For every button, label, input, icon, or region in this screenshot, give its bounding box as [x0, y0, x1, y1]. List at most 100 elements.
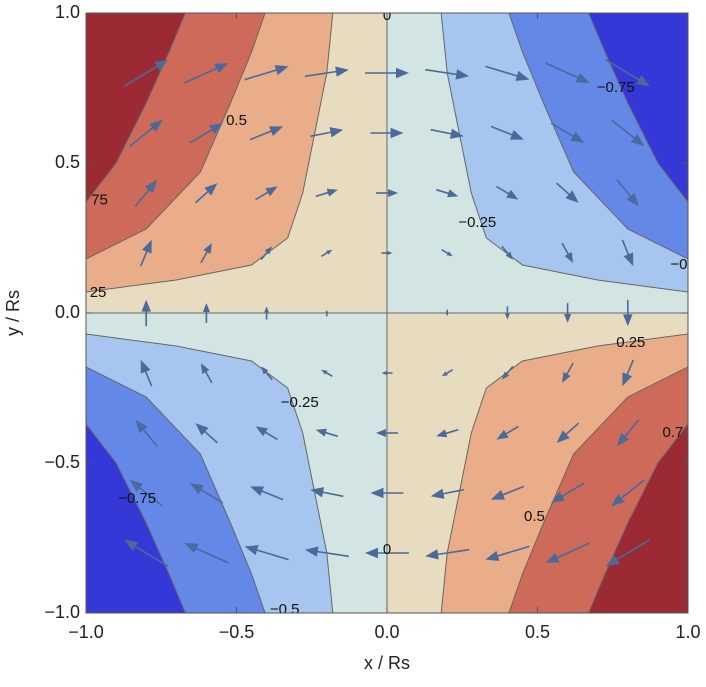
arrow-head — [261, 366, 269, 375]
contour-label: −0.75 — [597, 79, 635, 96]
arrow-head — [630, 134, 645, 147]
arrow-head — [447, 189, 459, 198]
arrow-shaft — [563, 422, 580, 437]
vector-arrow — [430, 488, 464, 499]
arrow-head — [269, 126, 284, 137]
arrow-shaft — [320, 251, 329, 257]
vector-arrow — [129, 119, 163, 147]
vector-arrow — [505, 306, 510, 320]
arrow-head — [321, 369, 328, 375]
arrow-shaft — [259, 489, 284, 501]
vector-arrow — [310, 487, 344, 498]
arrow-head — [388, 189, 398, 197]
arrow-head — [189, 483, 204, 495]
arrow-shaft — [260, 250, 269, 261]
contour-line — [508, 366, 688, 613]
arrow-head — [505, 251, 513, 260]
arrow-head — [203, 243, 212, 254]
arrow-head — [545, 552, 560, 563]
arrow-head — [616, 432, 630, 447]
vector-arrow — [189, 123, 223, 144]
vector-arrow — [381, 251, 393, 255]
arrow-shaft — [141, 427, 158, 447]
arrow-head — [430, 488, 445, 499]
arrow-shaft — [200, 249, 209, 264]
vector-arrow — [250, 486, 284, 501]
arrow-head — [455, 69, 470, 80]
arrow-shaft — [500, 485, 525, 497]
vector-arrow — [425, 548, 470, 560]
vector-arrow — [261, 366, 273, 381]
arrow-head — [605, 555, 620, 567]
arrow-shaft — [189, 127, 215, 144]
arrow-shaft — [614, 539, 651, 562]
arrow-shaft — [610, 119, 637, 141]
vector-arrow — [501, 365, 514, 380]
arrow-head — [622, 372, 633, 387]
arrow-head — [564, 313, 572, 323]
arrow-shaft — [143, 368, 153, 387]
y-tick-label: 0.5 — [55, 152, 80, 172]
contour-label: −0 — [670, 256, 687, 273]
arrow-head — [315, 428, 327, 437]
arrow-shaft — [441, 249, 450, 255]
vector-arrow — [141, 299, 151, 327]
vector-arrow — [564, 303, 572, 323]
arrow-head — [365, 547, 378, 559]
x-axis-label: x / Rs — [364, 653, 410, 673]
vector-arrow — [129, 479, 164, 507]
arrow-head — [635, 75, 650, 87]
vector-arrow — [304, 546, 349, 558]
arrow-head — [184, 543, 199, 554]
arrow-shaft — [193, 546, 229, 564]
vector-arrow — [376, 429, 398, 437]
arrow-head — [564, 252, 574, 263]
vector-arrow — [611, 479, 645, 507]
vector-arrow — [490, 125, 524, 140]
vector-arrow — [194, 183, 218, 204]
arrow-head — [570, 131, 585, 143]
arrow-head — [310, 487, 325, 498]
x-tick-label: 1.0 — [675, 622, 700, 642]
vector-arrow — [370, 487, 404, 499]
arrow-shaft — [315, 191, 331, 198]
arrow-head — [565, 190, 579, 203]
vector-arrow — [320, 249, 333, 257]
arrow-head — [551, 491, 565, 503]
arrow-head — [575, 72, 590, 83]
contour-label: 0 — [383, 541, 391, 558]
arrow-shaft — [323, 431, 339, 438]
vector-arrow — [605, 59, 650, 87]
arrow-head — [255, 426, 268, 437]
arrow-head — [135, 419, 148, 434]
vector-arrow — [441, 249, 453, 257]
arrow-shaft — [561, 242, 570, 257]
arrow-shaft — [244, 68, 279, 81]
arrow-shaft — [129, 125, 156, 147]
arrow-shaft — [255, 190, 271, 201]
arrow-head — [449, 128, 464, 139]
arrow-shaft — [621, 239, 631, 258]
contour-line — [86, 13, 186, 203]
arrow-head — [370, 487, 384, 499]
arrow-head — [141, 299, 151, 312]
arrow-head — [485, 550, 500, 561]
vector-arrow — [184, 543, 229, 564]
vector-arrow — [610, 119, 645, 147]
arrow-head — [390, 127, 404, 139]
vector-arrow — [134, 179, 158, 207]
arrow-shaft — [490, 125, 515, 137]
vector-arrow — [260, 246, 273, 261]
arrow-shaft — [503, 425, 519, 436]
contour-label: −0.5 — [270, 601, 300, 618]
vector-arrow — [622, 359, 635, 387]
vector-arrow — [184, 63, 229, 84]
arrow-head — [496, 429, 509, 440]
arrow-shaft — [134, 187, 152, 207]
vector-arrow — [365, 547, 409, 559]
vector-arrow — [189, 483, 224, 504]
arrow-head — [556, 430, 570, 443]
vector-arrow — [446, 309, 449, 317]
arrow-head — [425, 549, 439, 560]
vector-arrow — [490, 485, 525, 500]
